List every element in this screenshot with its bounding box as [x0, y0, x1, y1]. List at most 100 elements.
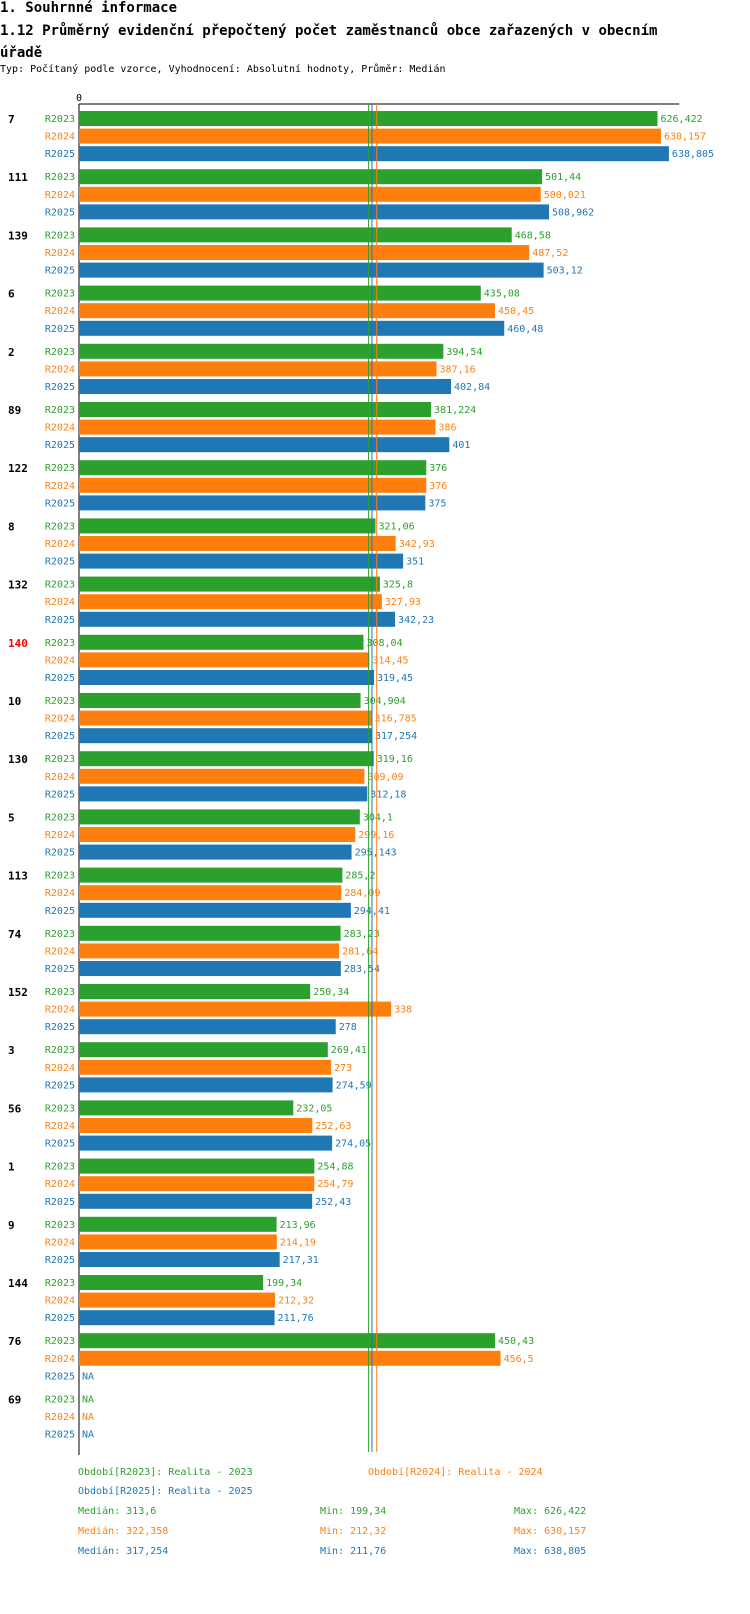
series-label: R2025 [45, 673, 75, 684]
series-label: R2023 [45, 1103, 75, 1114]
series-label: R2024 [45, 539, 75, 550]
series-label: R2025 [45, 906, 75, 917]
series-label: R2024 [45, 481, 75, 492]
data-label: 283,54 [344, 964, 380, 975]
series-label: R2023 [45, 1220, 75, 1231]
group-label-139: 139 [8, 229, 28, 242]
series-label: R2023 [45, 1045, 75, 1056]
series-label: R2024 [45, 1296, 75, 1307]
data-label: 273 [334, 1063, 352, 1074]
group-label-113: 113 [8, 870, 28, 883]
data-label: 460,48 [507, 324, 543, 335]
bar-111-R2025 [79, 204, 550, 220]
data-label: 638,805 [672, 149, 714, 160]
data-label: 312,18 [370, 789, 406, 800]
stats-min-r2025: Min: 211,76 [320, 1546, 387, 1557]
bar-2-R2023 [79, 343, 444, 359]
data-label: 381,224 [434, 405, 476, 416]
data-label: 319,45 [377, 673, 413, 684]
bar-113-R2024 [79, 885, 342, 901]
bar-10-R2023 [79, 693, 361, 708]
bar-144-R2025 [79, 1310, 275, 1326]
group-label-69: 69 [8, 1393, 21, 1406]
series-label: R2024 [45, 655, 75, 666]
group-label-76: 76 [8, 1335, 22, 1348]
data-label: 304,904 [364, 696, 406, 707]
series-label: R2024 [45, 306, 75, 317]
data-label: 456,5 [504, 1354, 534, 1365]
bar-76-R2024 [79, 1350, 501, 1366]
data-label: 376 [429, 481, 447, 492]
series-label: R2025 [45, 731, 75, 742]
stats-median-r2023: Medián: 313,6 [78, 1506, 157, 1517]
data-label: 351 [406, 557, 424, 568]
series-label: R2025 [45, 382, 75, 393]
bar-132-R2024 [79, 594, 382, 610]
bar-8-R2025 [79, 553, 404, 569]
bar-89-R2025 [79, 437, 450, 453]
data-label: 254,79 [317, 1179, 353, 1190]
group-label-74: 74 [8, 928, 22, 941]
series-label: R2024 [45, 248, 75, 259]
bar-2-R2024 [79, 361, 437, 377]
data-label: 284,09 [344, 888, 380, 899]
series-label: R2023 [45, 580, 75, 591]
group-label-1: 1 [8, 1161, 15, 1174]
group-label-5: 5 [8, 811, 15, 824]
bar-111-R2023 [79, 169, 543, 185]
series-label: R2024 [45, 364, 75, 375]
bar-122-R2024 [79, 477, 427, 493]
chart-title: 1.12 Průměrný evidenční přepočtený počet… [0, 23, 658, 61]
series-label: R2023 [45, 638, 75, 649]
bar-6-R2024 [79, 303, 495, 319]
series-label: R2024 [45, 830, 75, 841]
group-label-10: 10 [8, 695, 21, 708]
data-label: 217,31 [283, 1255, 319, 1266]
stats-min-r2023: Min: 199,34 [320, 1506, 387, 1517]
series-label: R2025 [45, 1255, 75, 1266]
bar-152-R2023 [79, 984, 311, 999]
series-label: R2023 [45, 521, 75, 532]
bar-139-R2025 [79, 262, 544, 278]
legend-r2024: Období[R2024]: Realita - 2024 [368, 1467, 543, 1478]
data-label: 394,54 [446, 347, 482, 358]
group-label-6: 6 [8, 288, 15, 301]
data-label: 375 [428, 498, 446, 509]
data-label: 386 [438, 423, 456, 434]
series-label: R2023 [45, 754, 75, 765]
bar-140-R2025 [79, 670, 375, 685]
data-label: 450,43 [498, 1336, 534, 1347]
data-label: 213,96 [280, 1220, 316, 1231]
data-label: 342,23 [398, 615, 434, 626]
data-label: 401 [452, 440, 470, 451]
data-label: 508,962 [552, 207, 594, 218]
series-label: R2025 [45, 1371, 75, 1382]
bar-56-R2024 [79, 1118, 313, 1133]
series-label: R2023 [45, 405, 75, 416]
stats-min-r2024: Min: 212,32 [320, 1526, 387, 1537]
bar-9-R2025 [79, 1252, 280, 1267]
bar-89-R2024 [79, 419, 436, 435]
bar-7-R2025 [79, 146, 669, 162]
group-label-144: 144 [8, 1277, 28, 1290]
series-label: R2025 [45, 848, 75, 859]
series-label: R2024 [45, 888, 75, 899]
series-label: R2024 [45, 946, 75, 957]
data-label: 269,41 [331, 1045, 367, 1056]
bar-152-R2025 [79, 1019, 336, 1035]
bar-8-R2024 [79, 536, 396, 551]
series-label: R2023 [45, 289, 75, 300]
data-label: 319,16 [377, 754, 413, 765]
series-label: R2024 [45, 1063, 75, 1074]
series-label: R2024 [45, 190, 75, 201]
series-label: R2023 [45, 463, 75, 474]
data-label: NA [82, 1430, 94, 1441]
series-label: R2024 [45, 714, 75, 725]
bar-7-R2024 [79, 128, 661, 144]
bar-2-R2025 [79, 379, 452, 394]
series-label: R2025 [45, 1430, 75, 1441]
series-label: R2025 [45, 1313, 75, 1324]
data-label: 338 [394, 1005, 412, 1016]
data-label: 199,34 [266, 1278, 302, 1289]
data-label: 321,06 [378, 521, 414, 532]
